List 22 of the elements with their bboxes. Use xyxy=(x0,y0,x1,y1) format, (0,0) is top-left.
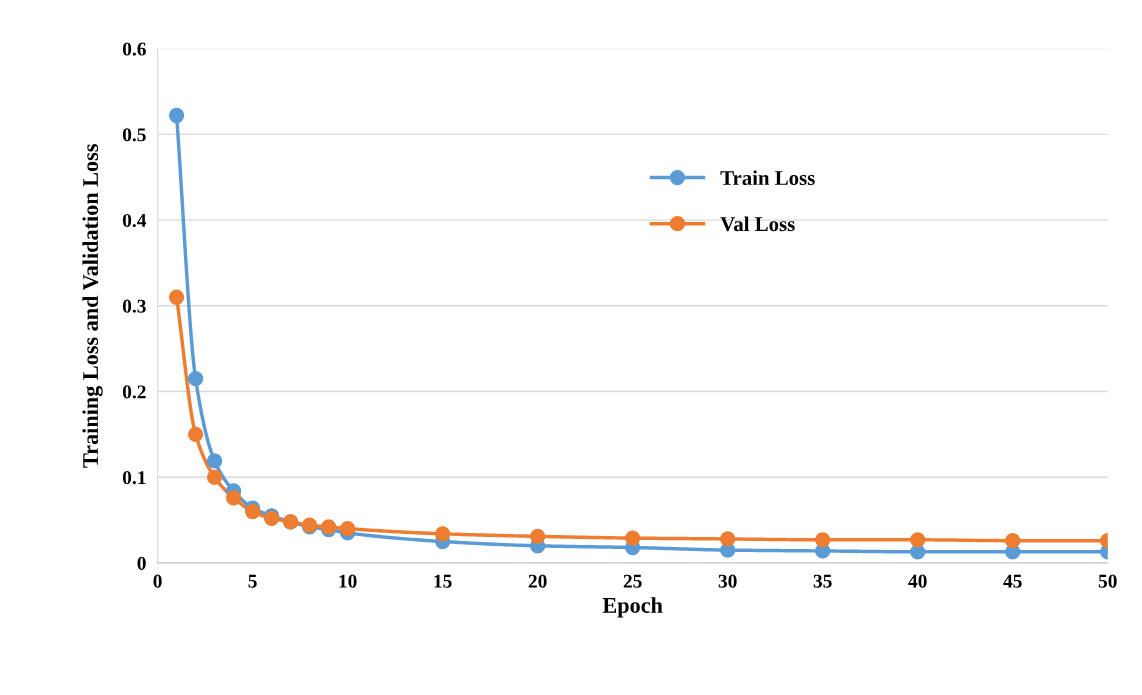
y-tick-label: 0.5 xyxy=(122,128,146,142)
x-tick-label: 10 xyxy=(339,574,357,588)
legend-label: Train Loss xyxy=(720,170,815,186)
x-tick-label: 35 xyxy=(813,574,832,588)
x-tick-label: 50 xyxy=(1098,574,1117,588)
y-tick-label: 0.2 xyxy=(122,385,146,399)
y-tick-label: 0.4 xyxy=(122,213,147,228)
x-tick-label: 20 xyxy=(528,574,547,588)
x-tick-label: 30 xyxy=(718,574,737,588)
x-tick-label: 0 xyxy=(153,574,162,588)
x-tick-label: 45 xyxy=(1003,574,1022,588)
x-tick-label: 25 xyxy=(623,574,642,588)
y-tick-label: 0.6 xyxy=(122,42,146,56)
y-tick-label: 0.3 xyxy=(122,299,146,313)
x-tick-label: 15 xyxy=(434,574,452,588)
y-tick-label: 0 xyxy=(137,556,146,570)
y-tick-label: 0.1 xyxy=(122,471,146,485)
x-tick-label: 5 xyxy=(248,574,257,588)
x-axis-title: Epoch xyxy=(602,597,663,618)
legend-label: Val Loss xyxy=(720,216,795,232)
y-axis-title: Training Loss and Validation Loss xyxy=(82,144,103,468)
x-tick-label: 40 xyxy=(908,574,927,588)
